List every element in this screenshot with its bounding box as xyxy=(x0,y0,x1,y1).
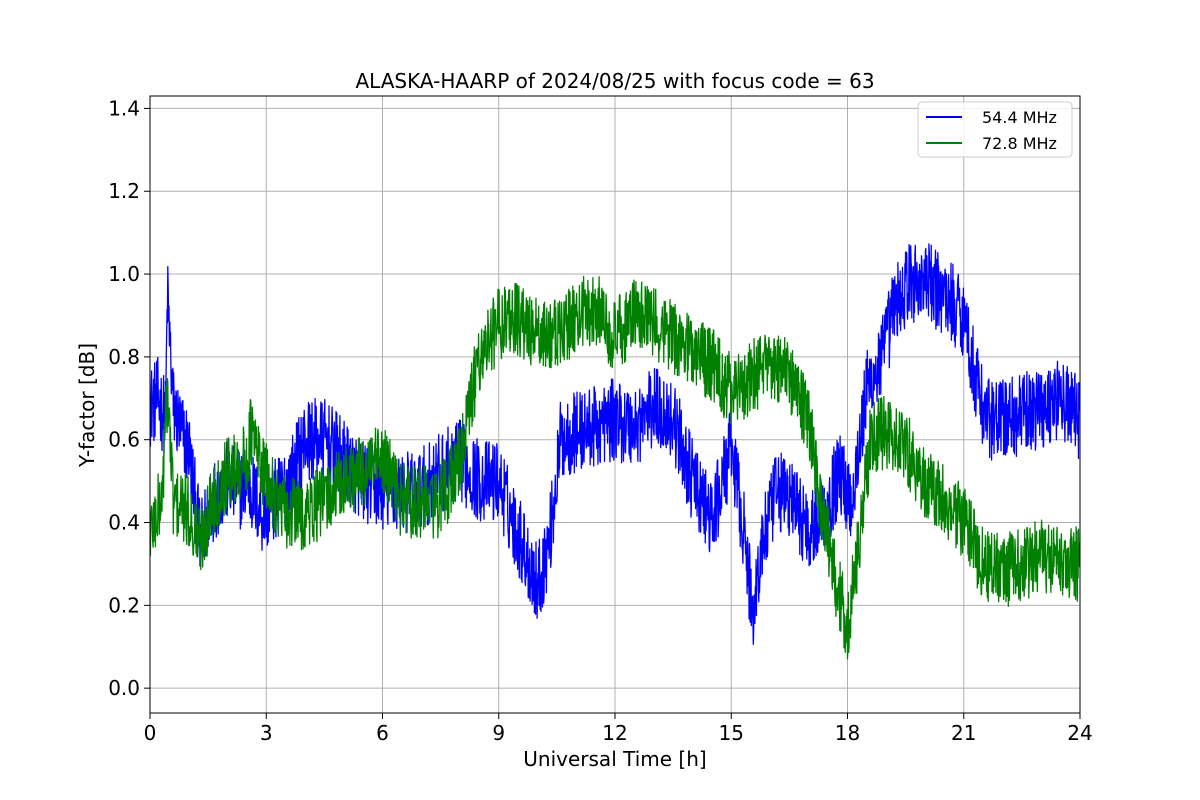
chart-title: ALASKA-HAARP of 2024/08/25 with focus co… xyxy=(355,69,874,93)
x-tick-label: 15 xyxy=(719,721,744,745)
y-tick-label: 1.2 xyxy=(108,179,140,203)
y-tick-label: 1.4 xyxy=(108,96,140,120)
y-tick-label: 1.0 xyxy=(108,262,140,286)
x-tick-label: 12 xyxy=(602,721,627,745)
ticks: 0 3 6 9 12 15 18 21 24 0.0 0.2 0.4 0.6 0.8 1.0 1.2 1.4 xyxy=(108,96,1093,745)
x-tick-label: 6 xyxy=(376,721,389,745)
series-line xyxy=(150,275,1080,660)
legend-label-1: 54.4 MHz xyxy=(982,108,1057,127)
x-tick-label: 21 xyxy=(951,721,976,745)
x-tick-label: 18 xyxy=(835,721,860,745)
legend-label-2: 72.8 MHz xyxy=(982,134,1057,153)
x-tick-label: 3 xyxy=(260,721,273,745)
y-tick-label: 0.4 xyxy=(108,511,140,535)
x-tick-label: 9 xyxy=(492,721,505,745)
y-axis-label: Y-factor [dB] xyxy=(75,343,99,468)
y-tick-label: 0.0 xyxy=(108,676,140,700)
x-axis-label: Universal Time [h] xyxy=(523,747,706,771)
x-tick-label: 24 xyxy=(1067,721,1092,745)
y-tick-label: 0.8 xyxy=(108,345,140,369)
series-layer xyxy=(150,243,1080,660)
x-tick-label: 0 xyxy=(144,721,157,745)
legend: 54.4 MHz 72.8 MHz xyxy=(917,101,1073,158)
y-tick-label: 0.2 xyxy=(108,593,140,617)
y-tick-label: 0.6 xyxy=(108,428,140,452)
series-line xyxy=(150,243,1080,646)
